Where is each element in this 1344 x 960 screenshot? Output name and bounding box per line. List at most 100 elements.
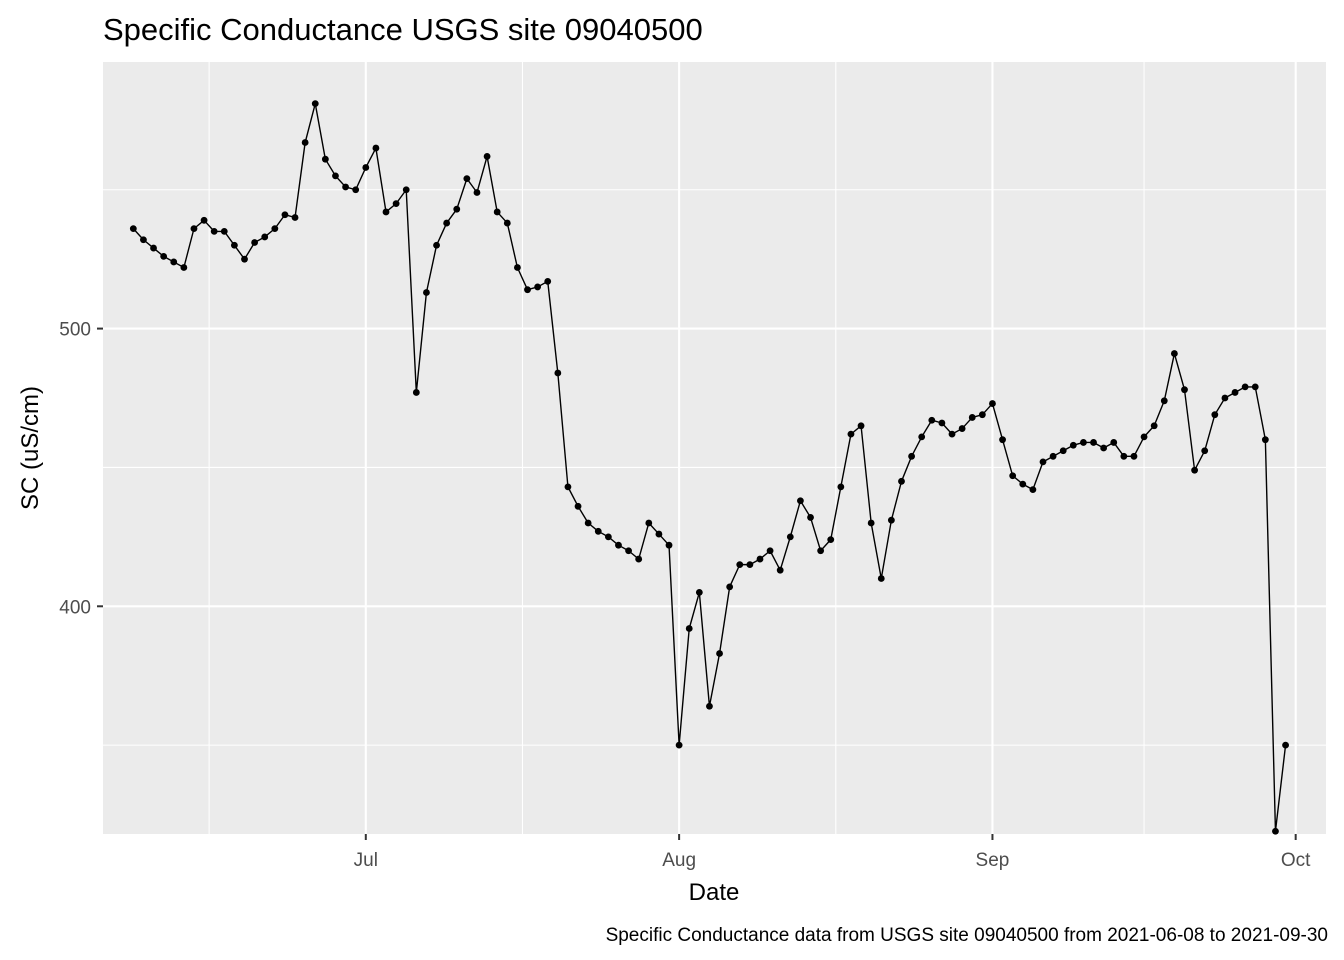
data-point — [685, 625, 693, 632]
plot-panel — [103, 62, 1326, 834]
data-point — [241, 255, 248, 263]
data-point — [918, 433, 926, 441]
chart-title: Specific Conductance USGS site 09040500 — [103, 12, 703, 47]
data-point — [1100, 444, 1108, 452]
data-point — [544, 277, 552, 285]
data-point — [746, 561, 754, 569]
data-point — [1140, 433, 1148, 441]
data-point — [1130, 452, 1138, 460]
data-point — [716, 650, 723, 657]
data-point — [1110, 439, 1118, 446]
data-point — [200, 216, 208, 224]
x-tick-label: Sep — [976, 850, 1010, 871]
data-point — [797, 497, 804, 505]
data-point — [311, 100, 319, 108]
data-point — [210, 227, 218, 235]
data-point — [665, 541, 673, 549]
data-point — [261, 233, 269, 241]
data-point — [1191, 466, 1199, 474]
data-point — [129, 225, 137, 233]
data-point — [776, 566, 784, 574]
data-point — [877, 575, 885, 582]
data-point — [645, 519, 653, 527]
x-tick-label: Jul — [354, 850, 378, 871]
y-tick-label: 500 — [59, 320, 91, 341]
data-point — [150, 244, 157, 252]
data-point — [514, 264, 521, 271]
data-point — [736, 561, 744, 569]
data-point — [726, 583, 734, 591]
data-point — [655, 530, 663, 538]
data-point — [938, 419, 946, 427]
x-tick-label: Aug — [662, 850, 696, 871]
data-point — [1170, 350, 1178, 357]
data-point — [443, 219, 451, 227]
data-point — [281, 211, 289, 219]
data-point — [948, 430, 956, 438]
data-point — [463, 175, 471, 183]
data-point — [1049, 452, 1057, 460]
data-point — [564, 483, 572, 491]
data-point — [1019, 480, 1027, 488]
data-point — [1039, 458, 1047, 466]
data-point — [817, 547, 825, 555]
data-point — [433, 241, 440, 249]
data-point — [978, 411, 986, 419]
x-axis-title: Date — [689, 879, 740, 906]
data-point — [706, 702, 713, 710]
data-point — [1090, 439, 1097, 446]
data-point — [1201, 447, 1209, 455]
data-point — [160, 252, 168, 260]
data-point — [534, 283, 542, 291]
data-point — [271, 225, 279, 233]
data-point — [1069, 441, 1077, 449]
data-point — [756, 555, 764, 563]
data-point — [615, 541, 622, 549]
data-point — [1150, 422, 1158, 430]
data-point — [625, 547, 632, 555]
major-gridlines — [103, 62, 1326, 834]
chart-caption: Specific Conductance data from USGS site… — [606, 925, 1328, 946]
data-point — [857, 422, 865, 430]
data-point — [524, 286, 531, 294]
data-point — [989, 400, 996, 407]
data-point — [847, 430, 855, 438]
data-point — [493, 208, 501, 216]
data-point — [887, 516, 895, 524]
data-point — [382, 208, 390, 216]
data-point — [807, 514, 814, 521]
data-point — [928, 416, 936, 424]
data-point — [301, 139, 309, 146]
data-point — [1009, 472, 1017, 480]
data-point — [1221, 394, 1229, 402]
data-point — [190, 225, 198, 233]
data-point — [1080, 439, 1087, 446]
data-point — [908, 452, 915, 460]
data-point — [352, 186, 360, 194]
data-point — [180, 264, 188, 271]
data-point — [1181, 386, 1188, 394]
data-point — [251, 239, 259, 246]
data-point — [362, 164, 370, 171]
data-point — [503, 219, 511, 227]
data-point — [604, 533, 612, 541]
data-point — [291, 214, 299, 221]
data-point — [574, 502, 582, 510]
data-point — [230, 241, 238, 249]
data-point — [968, 414, 976, 421]
data-point — [1059, 447, 1067, 455]
data-point — [1029, 486, 1037, 494]
data-point — [695, 589, 703, 596]
data-point — [1211, 411, 1219, 419]
data-point — [342, 183, 349, 191]
y-axis-title: SC (uS/cm) — [17, 386, 44, 510]
data-point — [554, 369, 562, 377]
data-points — [129, 100, 1289, 835]
data-point — [786, 533, 794, 541]
data-point — [140, 236, 147, 244]
y-axis-ticks: 400 500 — [59, 320, 103, 618]
data-point — [867, 519, 875, 527]
data-point — [594, 527, 602, 535]
data-point — [332, 172, 339, 180]
data-point — [1272, 827, 1279, 835]
